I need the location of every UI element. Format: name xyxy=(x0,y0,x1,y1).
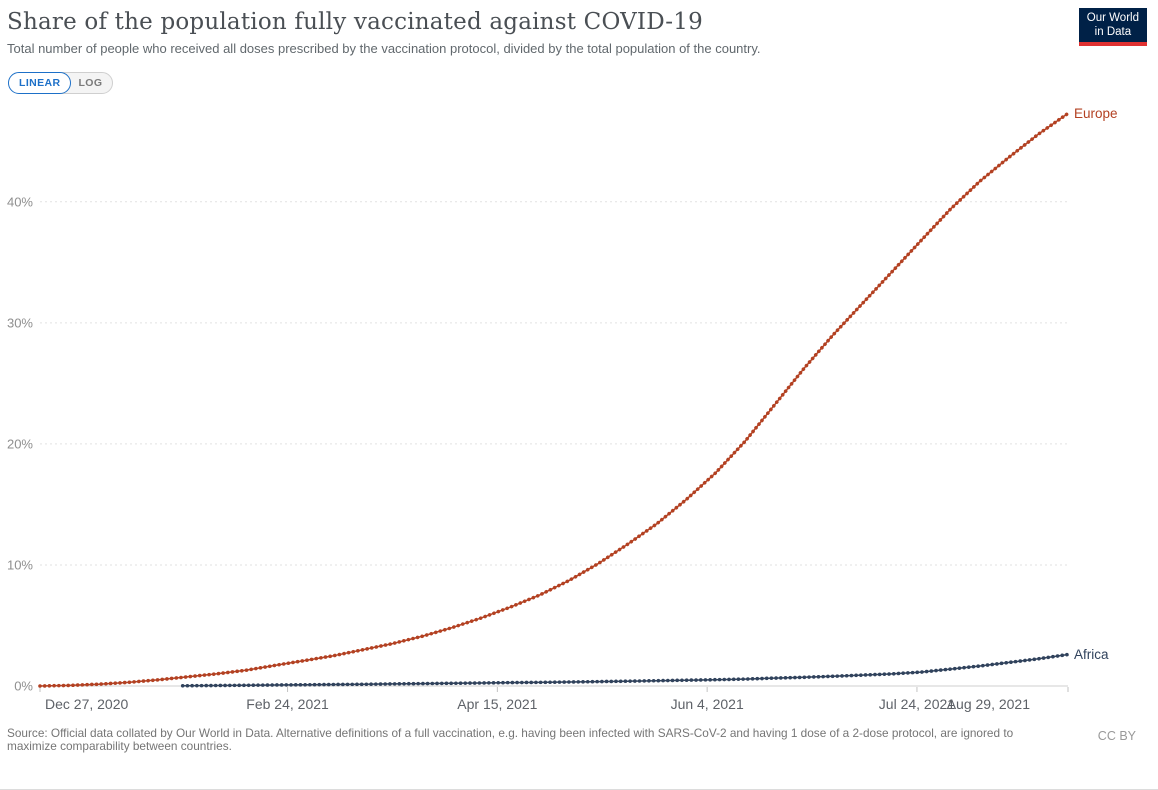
series-line-europe[interactable] xyxy=(39,112,1069,687)
y-tick-label-10: 10% xyxy=(7,557,33,572)
y-tick-label-0: 0% xyxy=(14,679,33,694)
x-tick-label-59: Feb 24, 2021 xyxy=(246,696,329,712)
series-label-africa[interactable]: Africa xyxy=(1074,647,1109,662)
y-tick-label-30: 30% xyxy=(7,315,33,330)
timeline-bar: Dec 27, 2020 Aug 29, 2021 xyxy=(0,756,1158,788)
owid-logo-line1: Our World xyxy=(1086,12,1139,24)
y-tick-label-40: 40% xyxy=(7,194,33,209)
source-line2: maximize comparability between countries… xyxy=(7,739,232,753)
page-subtitle: Total number of people who received all … xyxy=(7,41,761,56)
linear-scale-button[interactable]: LINEAR xyxy=(8,72,72,94)
x-tick-label-245: Aug 29, 2021 xyxy=(947,696,1031,712)
license-badge[interactable]: CC BY xyxy=(1097,729,1136,743)
x-tick-label-0: Dec 27, 2020 xyxy=(45,696,128,712)
series-dots-africa[interactable] xyxy=(180,652,1070,688)
x-tick-label-209: Jul 24, 2021 xyxy=(879,696,955,712)
x-tick-label-159: Jun 4, 2021 xyxy=(671,696,744,712)
owid-logo-line2: in Data xyxy=(1094,25,1132,38)
vaccination-line-chart[interactable]: 0% 10% 20% 30% 40% Dec 27, 2020 Feb 24, 2021 Ap… xyxy=(0,0,1158,756)
source-line1: Source: Official data collated by Our Wo… xyxy=(7,726,1014,740)
owid-logo[interactable]: Our World in Data xyxy=(1078,8,1147,46)
series-dots-europe[interactable] xyxy=(38,111,1070,688)
scale-toggle: LINEAR LOG xyxy=(8,72,114,94)
page-title: Share of the population fully vaccinated… xyxy=(7,9,703,35)
x-tick-label-109: Apr 15, 2021 xyxy=(457,696,537,712)
source-note: Source: Official data collated by Our Wo… xyxy=(7,727,1062,753)
y-tick-label-20: 20% xyxy=(7,436,33,451)
series-label-europe[interactable]: Europe xyxy=(1074,106,1118,121)
log-scale-button[interactable]: LOG xyxy=(61,72,114,94)
